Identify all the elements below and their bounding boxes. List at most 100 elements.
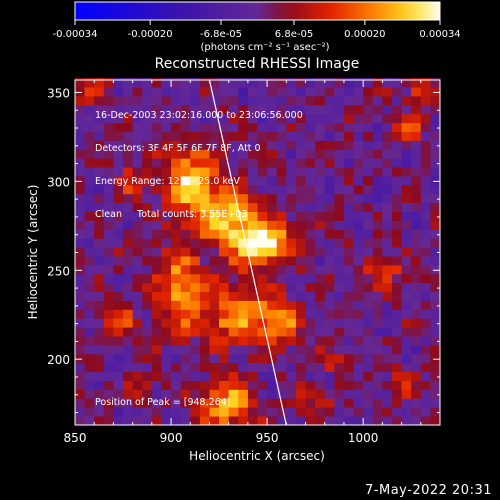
heatmap-cell	[334, 211, 345, 221]
heatmap-cell	[411, 273, 422, 284]
heatmap-cell	[161, 309, 172, 319]
heatmap-cell	[103, 309, 114, 319]
heatmap-cell	[353, 167, 364, 177]
heatmap-cell	[401, 104, 412, 115]
heatmap-cell	[171, 211, 182, 221]
heatmap-cell	[286, 140, 297, 150]
heatmap-cell	[257, 318, 268, 328]
heatmap-cell	[353, 211, 364, 221]
heatmap-cell	[151, 193, 162, 204]
heatmap-cell	[305, 344, 316, 355]
heatmap-cell	[180, 211, 191, 221]
heatmap-cell	[430, 122, 441, 132]
heatmap-cell	[276, 256, 287, 266]
heatmap-cell	[411, 149, 422, 159]
heatmap-cell	[382, 140, 393, 150]
heatmap-cell	[161, 273, 172, 284]
heatmap-cell	[305, 336, 316, 346]
heatmap-cell	[334, 78, 345, 88]
heatmap-cell	[343, 336, 354, 346]
heatmap-cell	[247, 344, 258, 355]
heatmap-cell	[228, 327, 239, 337]
heatmap-cell	[123, 113, 134, 124]
heatmap-cell	[324, 96, 335, 106]
heatmap-cell	[430, 176, 441, 186]
heatmap-cell	[84, 184, 95, 195]
heatmap-cell	[219, 238, 230, 248]
heatmap-cell	[103, 407, 114, 417]
heatmap-cell	[343, 398, 354, 408]
heatmap-cell	[353, 220, 364, 230]
heatmap-cell	[247, 327, 258, 337]
heatmap-cell	[305, 229, 316, 239]
heatmap-cell	[257, 87, 268, 97]
heatmap-cell	[75, 158, 86, 168]
heatmap-cell	[430, 238, 441, 248]
heatmap-cell	[391, 158, 402, 168]
heatmap-cell	[151, 300, 162, 310]
heatmap-cell	[382, 327, 393, 337]
heatmap-cell	[199, 238, 210, 248]
heatmap-cell	[353, 291, 364, 301]
heatmap-cell	[372, 318, 383, 328]
heatmap-cell	[420, 291, 431, 301]
heatmap-cell	[295, 371, 306, 381]
heatmap-cell	[161, 264, 172, 275]
heatmap-cell	[103, 96, 114, 106]
heatmap-cell	[305, 140, 316, 150]
heatmap-cell	[391, 264, 402, 275]
heatmap-cell	[75, 131, 86, 141]
heatmap-cell	[142, 327, 153, 337]
heatmap-cell	[430, 327, 441, 337]
heatmap-cell	[75, 371, 86, 381]
heatmap-cell	[171, 353, 182, 364]
heatmap-cell	[276, 96, 287, 106]
heatmap-cell	[315, 238, 326, 248]
heatmap-cell	[103, 158, 114, 168]
heatmap-cell	[123, 140, 134, 150]
heatmap-cell	[363, 398, 374, 408]
heatmap-cell	[209, 353, 220, 364]
heatmap-cell	[334, 96, 345, 106]
heatmap-cell	[161, 211, 172, 221]
heatmap-cell	[286, 96, 297, 106]
heatmap-cell	[324, 256, 335, 266]
heatmap-cell	[142, 238, 153, 248]
heatmap-cell	[84, 318, 95, 328]
heatmap-cell	[353, 238, 364, 248]
heatmap-cell	[113, 344, 124, 355]
heatmap-cell	[247, 353, 258, 364]
heatmap-cell	[391, 318, 402, 328]
heatmap-cell	[276, 273, 287, 284]
heatmap-cell	[142, 309, 153, 319]
heatmap-cell	[286, 167, 297, 177]
heatmap-cell	[363, 202, 374, 212]
heatmap-cell	[286, 344, 297, 355]
heatmap-cell	[391, 202, 402, 212]
heatmap-cell	[267, 140, 278, 150]
heatmap-cell	[132, 362, 143, 373]
heatmap-cell	[228, 122, 239, 132]
heatmap-cell	[276, 113, 287, 124]
heatmap-cell	[324, 176, 335, 186]
heatmap-cell	[267, 193, 278, 204]
heatmap-cell	[295, 96, 306, 106]
heatmap-cell	[420, 256, 431, 266]
heatmap-cell	[199, 282, 210, 293]
heatmap-cell	[401, 87, 412, 97]
solar-limb-line	[208, 79, 287, 426]
heatmap-cell	[295, 220, 306, 230]
heatmap-cell	[209, 238, 220, 248]
heatmap-cell	[305, 131, 316, 141]
heatmap-cell	[295, 389, 306, 399]
heatmap-cell	[372, 113, 383, 124]
heatmap-cell	[363, 300, 374, 310]
y-tick-label: 350	[47, 86, 70, 100]
heatmap-cell	[161, 176, 172, 186]
heatmap-cell	[363, 131, 374, 141]
heatmap-cell	[276, 78, 287, 88]
heatmap-cell	[180, 131, 191, 141]
heatmap-cell	[401, 193, 412, 204]
heatmap-cell	[276, 220, 287, 230]
heatmap-cell	[171, 229, 182, 239]
